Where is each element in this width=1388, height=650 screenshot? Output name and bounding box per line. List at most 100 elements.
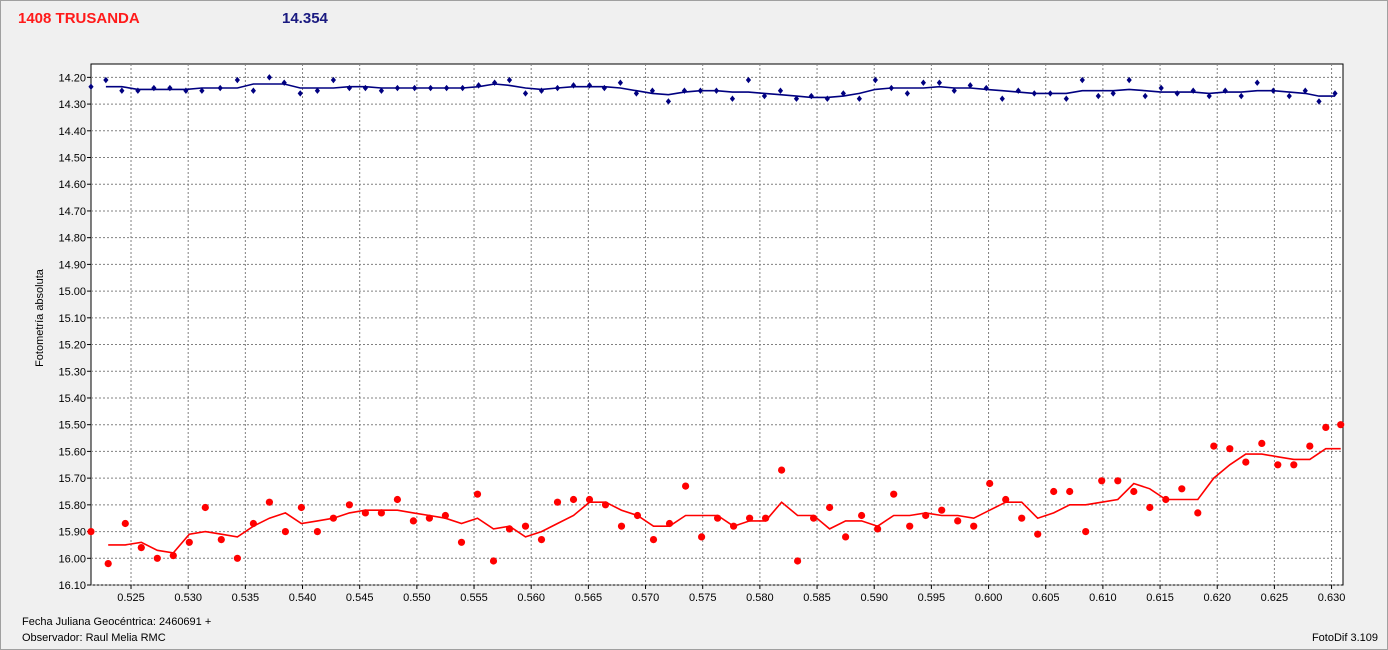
y-tick-label: 14.80: [58, 233, 86, 245]
red-data-point: [313, 528, 321, 536]
y-tick-label: 15.60: [58, 446, 86, 458]
red-data-point: [457, 538, 466, 546]
red-data-point: [1242, 458, 1250, 466]
x-tick-label: 0.525: [117, 592, 145, 604]
blue-data-point: [1332, 90, 1338, 97]
y-tick-label: 16.10: [58, 580, 86, 592]
y-tick-label: 15.20: [58, 340, 86, 352]
blue-data-point: [522, 90, 529, 97]
x-tick-label: 0.545: [346, 592, 374, 604]
x-tick-label: 0.535: [232, 592, 260, 604]
x-tick-label: 0.620: [1203, 592, 1231, 604]
x-tick-label: 0.550: [403, 592, 431, 604]
red-data-point: [377, 509, 385, 517]
x-tick-label: 0.585: [803, 592, 831, 604]
blue-data-point: [199, 87, 205, 94]
red-data-point: [249, 519, 257, 528]
red-data-point: [778, 466, 786, 474]
blue-data-point: [1126, 76, 1132, 84]
red-data-point: [1306, 442, 1314, 450]
blue-data-point: [951, 87, 957, 94]
red-data-point: [1194, 509, 1202, 517]
red-data-point: [954, 517, 962, 525]
blue-data-point: [601, 84, 607, 92]
red-data-point: [858, 511, 866, 520]
x-tick-label: 0.580: [746, 592, 774, 604]
red-data-point: [1162, 495, 1170, 504]
blue-data-point: [1302, 87, 1308, 94]
blue-data-point: [183, 87, 189, 94]
x-tick-label: 0.570: [632, 592, 660, 604]
blue-data-point: [649, 87, 655, 94]
blue-data-point: [824, 95, 830, 102]
blue-data-point: [217, 84, 223, 92]
red-data-point: [810, 514, 818, 522]
red-data-point: [185, 538, 193, 546]
red-data-point: [1258, 439, 1266, 447]
y-tick-label: 15.90: [58, 527, 86, 539]
y-tick-label: 15.80: [58, 500, 86, 512]
red-data-point: [1098, 477, 1106, 485]
red-data-point: [1018, 514, 1026, 522]
red-data-point: [217, 536, 225, 544]
red-data-point: [297, 503, 305, 512]
blue-data-point: [967, 82, 973, 89]
red-data-point: [1082, 528, 1090, 536]
red-data-point: [169, 552, 177, 560]
blue-data-point: [1142, 92, 1148, 100]
red-data-point: [281, 528, 289, 536]
x-tick-label: 0.600: [975, 592, 1003, 604]
blue-data-point: [1079, 76, 1085, 84]
red-data-point: [137, 544, 145, 552]
blue-data-point: [888, 84, 894, 92]
blue-data-point: [103, 76, 109, 84]
red-data-point: [87, 528, 95, 536]
red-data-point: [1130, 487, 1138, 496]
red-data-point: [345, 501, 353, 509]
red-data-point: [409, 517, 417, 525]
blue-data-point: [281, 79, 287, 86]
blue-data-point: [378, 87, 385, 94]
blue-data-point: [808, 92, 814, 100]
blue-data-point: [554, 84, 561, 92]
plot-area: [90, 63, 1344, 586]
blue-data-point: [1238, 92, 1244, 100]
red-data-point: [505, 525, 514, 533]
blue-data-point: [297, 90, 303, 97]
blue-data-point: [427, 84, 434, 92]
blue-data-point: [1190, 87, 1196, 94]
blue-data-point: [314, 87, 320, 94]
blue-data-point: [135, 87, 141, 94]
blue-data-point: [904, 90, 910, 97]
blue-data-point: [1254, 79, 1260, 86]
y-tick-label: 15.00: [58, 286, 86, 298]
x-tick-label: 0.595: [918, 592, 946, 604]
blue-data-point: [506, 76, 513, 84]
red-data-point: [906, 522, 914, 530]
blue-data-point: [459, 84, 466, 92]
x-tick-label: 0.540: [289, 592, 317, 604]
blue-data-point: [777, 87, 784, 94]
red-data-point: [1034, 530, 1042, 538]
blue-data-point: [1206, 92, 1212, 100]
x-tick-label: 0.610: [1089, 592, 1117, 604]
blue-data-point: [617, 79, 623, 86]
blue-data-point: [633, 90, 639, 97]
red-data-point: [233, 554, 241, 562]
x-tick-label: 0.530: [174, 592, 202, 604]
red-data-point: [1066, 487, 1074, 496]
red-data-point: [329, 514, 337, 522]
x-tick-label: 0.590: [860, 592, 888, 604]
blue-data-point: [330, 76, 336, 84]
red-trend-line: [108, 447, 1341, 554]
red-data-point: [1210, 442, 1218, 450]
red-data-point: [890, 490, 898, 498]
blue-data-point: [729, 95, 736, 102]
red-data-point: [794, 557, 802, 565]
red-data-point: [425, 514, 433, 522]
red-data-point: [1226, 445, 1234, 453]
red-data-point: [489, 557, 498, 565]
blue-data-point: [856, 95, 862, 102]
red-data-point: [585, 495, 594, 504]
red-data-point: [1002, 495, 1010, 504]
